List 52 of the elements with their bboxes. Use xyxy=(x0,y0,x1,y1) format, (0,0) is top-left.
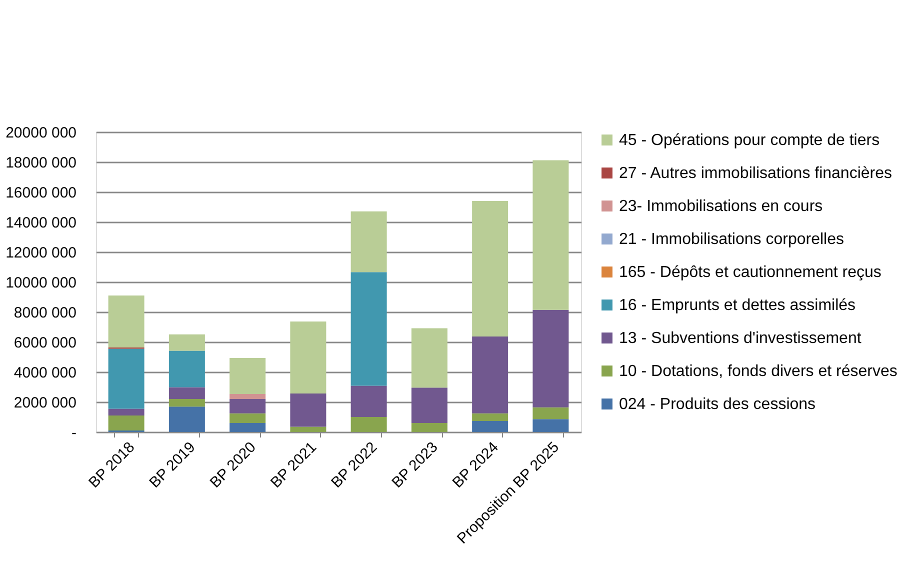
legend-label: 16 - Emprunts et dettes assimilés xyxy=(619,297,856,314)
bar xyxy=(230,423,266,432)
bar xyxy=(350,386,387,417)
y-tick-label: 6000 000 xyxy=(14,334,76,352)
bar xyxy=(108,408,144,416)
bar xyxy=(532,310,569,408)
legend-label: 21 - Immobilisations corporelles xyxy=(619,231,844,248)
bar xyxy=(168,350,205,388)
bar xyxy=(472,421,508,432)
y-tick-label: 20000 000 xyxy=(6,124,76,142)
bar xyxy=(472,201,508,336)
y-tick-label: 14000 000 xyxy=(6,214,76,232)
y-tick-label: 18000 000 xyxy=(6,154,76,172)
bar xyxy=(350,211,387,272)
legend-label: 10 - Dotations, fonds divers et réserves xyxy=(619,363,898,380)
y-tick-label: 10000 000 xyxy=(6,274,76,292)
legend-label: 024 - Produits des cessions xyxy=(619,396,816,413)
y-tick-label: 12000 000 xyxy=(6,244,76,262)
bar xyxy=(290,393,326,427)
bar xyxy=(532,419,569,432)
legend-label: 23- Immobilisations en cours xyxy=(619,198,823,215)
bar xyxy=(108,296,144,348)
bar xyxy=(411,388,448,423)
bar xyxy=(350,417,387,432)
bar xyxy=(230,399,266,414)
bar xyxy=(472,336,508,414)
bar xyxy=(168,399,205,407)
legend-label: 27 - Autres immobilisations financières xyxy=(619,165,892,182)
bar xyxy=(532,407,569,420)
bar xyxy=(411,328,448,388)
bar xyxy=(472,413,508,422)
legend-label: 45 - Opérations pour compte de tiers xyxy=(619,132,880,149)
bar xyxy=(168,387,205,399)
y-tick-label: - xyxy=(72,424,76,442)
legend-label: 13 - Subventions d'investissement xyxy=(619,330,862,347)
bar xyxy=(230,394,266,399)
bar xyxy=(168,406,205,432)
bar xyxy=(230,413,266,423)
y-tick-label: 4000 000 xyxy=(14,364,76,382)
bar xyxy=(108,348,144,409)
y-tick-label: 16000 000 xyxy=(6,184,76,202)
bar xyxy=(350,272,387,386)
bar xyxy=(532,160,569,310)
y-tick-label: 8000 000 xyxy=(14,304,76,322)
bar xyxy=(168,334,205,351)
bar xyxy=(290,321,326,394)
bar xyxy=(108,416,144,430)
bar xyxy=(230,358,266,394)
bar xyxy=(290,426,326,432)
bar xyxy=(411,423,448,432)
y-tick-label: 2000 000 xyxy=(14,394,76,412)
legend-label: 165 - Dépôts et cautionnement reçus xyxy=(619,264,882,281)
